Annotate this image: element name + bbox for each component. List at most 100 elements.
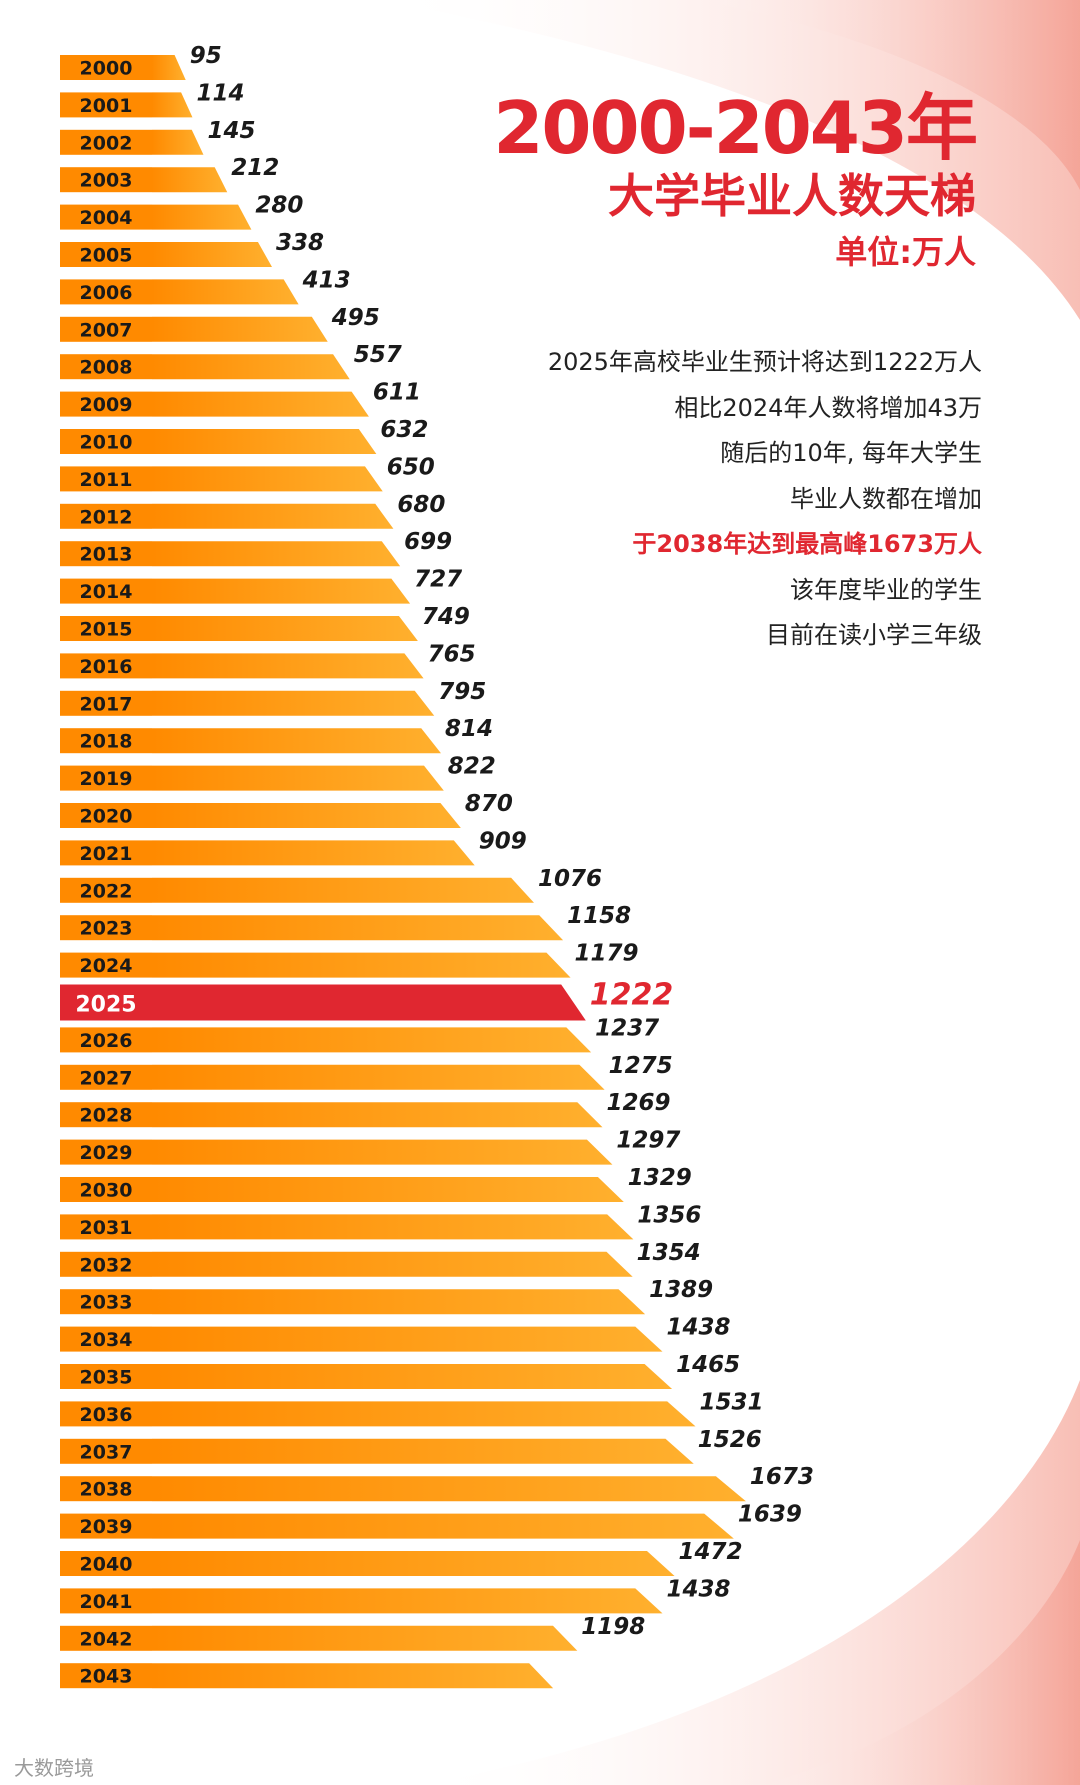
value-label-2016: 765 xyxy=(428,641,476,667)
bar-2002 xyxy=(152,129,204,155)
bar-2019 xyxy=(152,765,444,791)
year-label-2028: 2028 xyxy=(80,1105,133,1127)
year-tag-2014 xyxy=(60,578,152,604)
bar-2020 xyxy=(152,803,461,828)
year-label-2026: 2026 xyxy=(80,1030,133,1052)
year-label-2027: 2027 xyxy=(80,1067,133,1089)
value-label-2001: 114 xyxy=(196,80,244,106)
year-tag-2033 xyxy=(60,1289,152,1315)
year-label-2000: 2000 xyxy=(80,58,133,80)
value-label-2007: 495 xyxy=(331,305,380,331)
value-label-2003: 212 xyxy=(231,155,279,181)
bar-2011 xyxy=(152,466,383,492)
bar-2032 xyxy=(152,1251,633,1277)
year-tag-2036 xyxy=(60,1401,152,1427)
value-label-2042: 1198 xyxy=(581,1614,645,1640)
bar-2043 xyxy=(152,1663,554,1689)
value-label-2034: 1438 xyxy=(666,1315,730,1341)
year-label-2008: 2008 xyxy=(80,357,133,379)
year-tag-2006 xyxy=(60,279,152,305)
bar-2039 xyxy=(152,1513,734,1539)
year-tag-2041 xyxy=(60,1588,152,1614)
value-label-2020: 870 xyxy=(465,791,513,817)
year-tag-2019 xyxy=(60,765,152,791)
year-tag-2004 xyxy=(60,204,152,230)
year-tag-2008 xyxy=(60,354,152,380)
year-tag-2022 xyxy=(60,877,152,903)
year-label-2018: 2018 xyxy=(80,731,133,753)
description-line: 随后的10年, 每年大学生 xyxy=(720,439,982,467)
year-label-2032: 2032 xyxy=(80,1254,133,1276)
bar-2038 xyxy=(152,1476,746,1502)
bar-2010 xyxy=(152,429,377,454)
bar-2033 xyxy=(152,1289,646,1315)
year-label-2024: 2024 xyxy=(80,955,133,977)
year-label-2012: 2012 xyxy=(80,506,133,528)
value-label-2005: 338 xyxy=(276,230,324,256)
year-tag-2031 xyxy=(60,1214,152,1240)
bar-2017 xyxy=(152,690,435,716)
chart-title: 2000-2043年 xyxy=(493,86,978,170)
year-tag-2030 xyxy=(60,1177,152,1202)
year-tag-2027 xyxy=(60,1064,152,1090)
bar-2016 xyxy=(152,653,424,679)
bar-2042 xyxy=(152,1625,578,1651)
description-line: 相比2024年人数将增加43万 xyxy=(674,393,982,422)
year-label-2016: 2016 xyxy=(80,656,133,678)
year-label-2014: 2014 xyxy=(80,581,133,603)
title-block: 2000-2043年 大学毕业人数天梯 单位:万人 xyxy=(493,86,978,274)
bar-2029 xyxy=(152,1139,613,1165)
value-label-2030: 1329 xyxy=(628,1165,692,1191)
bar-2001 xyxy=(152,92,193,118)
value-label-2000: 95 xyxy=(190,43,222,69)
bar-2012 xyxy=(152,503,394,529)
value-label-2035: 1465 xyxy=(676,1352,740,1378)
year-label-2001: 2001 xyxy=(80,95,133,117)
year-label-2019: 2019 xyxy=(80,768,133,790)
year-label-2009: 2009 xyxy=(80,394,133,416)
bar-2036 xyxy=(152,1401,696,1427)
bar-2031 xyxy=(152,1214,634,1240)
bar-2013 xyxy=(152,541,401,567)
value-label-2013: 699 xyxy=(404,529,452,555)
year-tag-2003 xyxy=(60,167,152,193)
year-label-2010: 2010 xyxy=(80,432,133,454)
year-tag-2042 xyxy=(60,1625,152,1651)
value-label-2029: 1297 xyxy=(616,1128,680,1154)
value-label-2018: 814 xyxy=(445,716,493,742)
bar-2026 xyxy=(152,1027,592,1053)
bar-2015 xyxy=(152,616,418,641)
value-label-2009: 611 xyxy=(373,380,421,406)
bar-2024 xyxy=(152,952,571,978)
bar-2027 xyxy=(152,1064,605,1090)
value-label-2011: 650 xyxy=(387,454,435,480)
value-label-2004: 280 xyxy=(255,193,303,219)
year-tag-2017 xyxy=(60,690,152,716)
year-label-2021: 2021 xyxy=(80,843,133,865)
unit-label: 单位:万人 xyxy=(835,233,976,271)
year-label-2035: 2035 xyxy=(80,1367,133,1389)
year-tag-2000 xyxy=(60,55,152,80)
year-label-2013: 2013 xyxy=(80,544,133,566)
value-label-2032: 1354 xyxy=(637,1240,701,1266)
year-label-2007: 2007 xyxy=(80,319,133,341)
description-block: 2025年高校毕业生预计将达到1222万人 相比2024年人数将增加43万 随后… xyxy=(548,340,982,659)
year-tag-2015 xyxy=(60,616,152,641)
year-tag-2011 xyxy=(60,466,152,492)
bar-2040 xyxy=(152,1551,675,1576)
year-label-2003: 2003 xyxy=(80,170,133,192)
year-label-2006: 2006 xyxy=(80,282,133,304)
bar-2023 xyxy=(152,915,564,941)
year-tag-2005 xyxy=(60,242,152,267)
bar-2018 xyxy=(152,728,441,754)
year-tag-2010 xyxy=(60,429,152,454)
value-label-2027: 1275 xyxy=(609,1053,673,1079)
value-label-2033: 1389 xyxy=(649,1277,713,1303)
year-label-2041: 2041 xyxy=(80,1591,133,1613)
year-tag-2002 xyxy=(60,129,152,155)
bar-2004 xyxy=(152,204,252,230)
bar-2022 xyxy=(152,877,534,903)
year-label-2015: 2015 xyxy=(80,619,133,641)
bar-2041 xyxy=(152,1588,663,1614)
